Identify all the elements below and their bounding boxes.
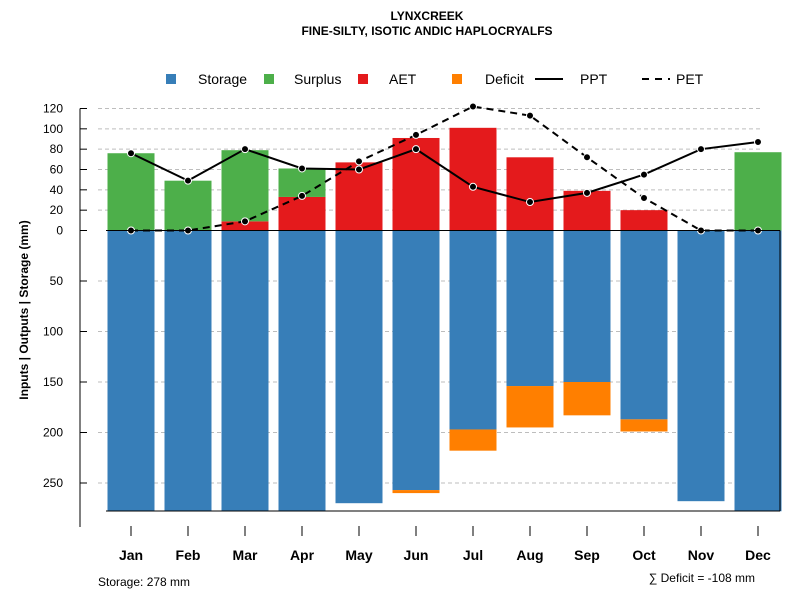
- y-tick-label: 100: [43, 325, 63, 339]
- ppt-point: [583, 188, 591, 197]
- legend-label: Deficit: [485, 71, 524, 87]
- ppt-line: [130, 141, 759, 204]
- legend-label: AET: [389, 71, 417, 87]
- y-tick-label: 120: [43, 102, 63, 116]
- chart-subtitle: FINE-SILTY, ISOTIC ANDIC HAPLOCRYALFS: [301, 24, 552, 38]
- y-tick-label: 100: [43, 122, 63, 136]
- ppt-point: [697, 145, 705, 154]
- x-tick-label: Jun: [404, 547, 429, 563]
- legend-label: Storage: [198, 71, 247, 87]
- x-tick-label: Mar: [233, 547, 258, 563]
- x-tick-label: Jul: [463, 547, 483, 563]
- ppt-point: [298, 164, 306, 173]
- y-tick-label: 50: [50, 274, 64, 288]
- x-tick-label: Nov: [688, 547, 715, 563]
- deficit-bar: [620, 419, 668, 432]
- x-tick-label: Jan: [119, 547, 143, 563]
- series-lines: [127, 102, 762, 235]
- legend-swatch: [166, 74, 176, 84]
- deficit-bar: [392, 490, 440, 494]
- axes: 0 20 40 60 80 100 120 50 100 150 200 250 Jan Feb Mar Ap…: [43, 102, 781, 563]
- ppt-point: [412, 145, 420, 154]
- storage-bar: [392, 230, 440, 491]
- ppt-point: [127, 149, 135, 158]
- aet-bar: [620, 210, 668, 231]
- pet-point: [298, 191, 306, 200]
- storage-note: Storage: 278 mm: [98, 575, 190, 589]
- pet-point: [412, 130, 420, 139]
- ppt-point: [640, 170, 648, 179]
- x-tick-label: Aug: [516, 547, 543, 563]
- x-tick-label: Sep: [574, 547, 600, 563]
- ppt-point: [184, 176, 192, 185]
- legend-swatch: [358, 74, 368, 84]
- storage-bar: [449, 230, 497, 430]
- y-tick-label: 80: [50, 142, 64, 156]
- y-axis-label: Inputs | Outputs | Storage (mm): [17, 220, 31, 399]
- y-tick-label: 20: [50, 203, 64, 217]
- ppt-point: [526, 198, 534, 207]
- y-tick-label: 250: [43, 476, 63, 490]
- aet-bar: [221, 221, 269, 231]
- pet-point: [241, 217, 249, 226]
- storage-bar: [107, 230, 155, 512]
- surplus-bar: [734, 152, 782, 231]
- aet-bar: [335, 162, 383, 231]
- bars: [107, 127, 782, 512]
- pet-point: [526, 111, 534, 120]
- y-tick-label: 60: [50, 163, 64, 177]
- ppt-point: [241, 145, 249, 154]
- pet-point: [640, 193, 648, 202]
- storage-bar: [335, 230, 383, 504]
- deficit-bar: [449, 429, 497, 451]
- pet-point: [355, 157, 363, 166]
- aet-bar: [278, 196, 326, 231]
- deficit-bar: [563, 382, 611, 416]
- surplus-bar: [221, 150, 269, 222]
- storage-bar: [677, 230, 725, 502]
- pet-line: [131, 105, 758, 232]
- legend-swatch: [452, 74, 462, 84]
- deficit-bar: [506, 386, 554, 428]
- legend: Storage Surplus AET Deficit PPT PET: [166, 71, 704, 87]
- y-tick-label: 0: [56, 224, 63, 238]
- legend-label: PET: [676, 71, 704, 87]
- deficit-note: ∑ Deficit = -108 mm: [649, 571, 755, 585]
- storage-bar: [221, 230, 269, 512]
- ppt-point: [469, 182, 477, 191]
- y-tick-label: 40: [50, 183, 64, 197]
- storage-bar: [164, 230, 212, 512]
- x-tick-label: Feb: [176, 547, 201, 563]
- storage-bar: [278, 230, 326, 512]
- storage-bar: [563, 230, 611, 382]
- legend-label: Surplus: [294, 71, 341, 87]
- aet-bar: [506, 157, 554, 231]
- pet-point: [583, 153, 591, 162]
- x-tick-label: Apr: [290, 547, 315, 563]
- legend-swatch: [264, 74, 274, 84]
- storage-bar: [506, 230, 554, 387]
- y-tick-label: 200: [43, 426, 63, 440]
- storage-bar: [620, 230, 668, 420]
- aet-bar: [449, 127, 497, 231]
- x-tick-label: May: [345, 547, 372, 563]
- legend-label: PPT: [580, 71, 608, 87]
- ppt-point: [754, 138, 762, 147]
- x-tick-label: Dec: [745, 547, 771, 563]
- pet-point: [469, 102, 477, 111]
- storage-bar: [734, 230, 782, 512]
- chart-title: LYNXCREEK: [391, 9, 464, 23]
- y-tick-label: 150: [43, 375, 63, 389]
- aet-bar: [563, 190, 611, 231]
- ppt-point: [355, 165, 363, 174]
- surplus-bar: [164, 180, 212, 231]
- aet-bar: [392, 137, 440, 231]
- x-tick-label: Oct: [632, 547, 656, 563]
- surplus-bar: [107, 153, 155, 231]
